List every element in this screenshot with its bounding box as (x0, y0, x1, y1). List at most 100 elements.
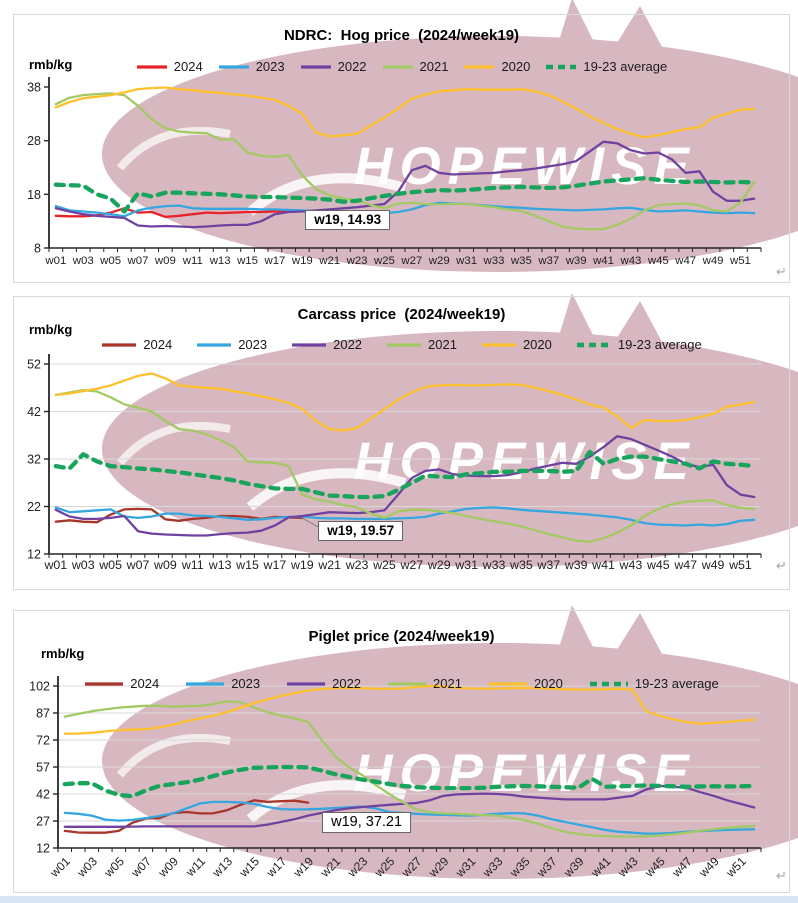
legend-label: 2023 (255, 59, 285, 74)
x-tick-label: w23 (346, 255, 368, 267)
y-tick-label: 102 (29, 680, 50, 694)
x-tick-label: w37 (533, 854, 559, 880)
x-tick-label: w17 (263, 854, 289, 880)
x-tick-label: w25 (373, 255, 395, 267)
y-tick-label: 18 (27, 188, 41, 202)
y-axis-unit-label: rmb/kg (41, 646, 85, 661)
data-callout: w19, 37.21 (322, 811, 412, 833)
watermark-pig: HOPEWISE (102, 293, 798, 567)
x-tick-label: w49 (696, 854, 722, 880)
y-tick-label: 22 (27, 500, 41, 514)
chart-legend: 2024 2023 2022 2021 2020 19-23 average (14, 676, 789, 691)
x-tick-label: w23 (344, 854, 370, 880)
series-line-2020 (63, 684, 756, 735)
x-tick-label: w39 (564, 558, 588, 572)
x-tick-label: w03 (74, 854, 100, 880)
x-tick-label: w25 (372, 558, 396, 572)
x-tick-label: w47 (669, 854, 695, 880)
y-tick-label: 27 (36, 815, 50, 829)
legend-label: 2021 (428, 337, 457, 352)
x-tick-label: w39 (565, 255, 587, 267)
series-line-2024 (63, 799, 310, 834)
y-axis-unit-label: rmb/kg (29, 57, 73, 72)
x-tick-label: w21 (317, 558, 341, 572)
legend-item-2023: 2023 (218, 59, 285, 74)
legend-marker (102, 342, 137, 347)
series-line-19-23-average (62, 764, 757, 799)
legend-marker (136, 64, 167, 69)
x-tick-label: w31 (454, 558, 478, 572)
paragraph-mark-icon: ↵ (776, 264, 787, 279)
legend-marker (287, 681, 326, 686)
hog-plot-svg: 8 18 28 38 w01 w03 w05 w07 w09 w11 w13 w15 w17 w19 w21… (27, 77, 762, 267)
x-tick-label: w31 (455, 255, 477, 267)
legend-item-2021: 2021 (386, 337, 457, 352)
y-tick-label: 12 (36, 842, 50, 856)
legend-label: 2020 (501, 59, 531, 74)
piglet-price-chart: 12 27 42 57 72 87 102 w01 w03 w05 w07 w09 w11 w13 w15 w… (13, 610, 790, 893)
legend-label: 2022 (332, 676, 362, 691)
legend-label: 2021 (419, 59, 449, 74)
legend-label: 2023 (238, 337, 268, 352)
x-tick-label: w25 (371, 854, 397, 880)
x-tick-label: w07 (126, 558, 150, 572)
y-tick-label: 32 (27, 453, 41, 467)
x-tick-label: w51 (728, 558, 752, 572)
legend-marker (197, 342, 232, 347)
x-tick-label: w07 (128, 854, 154, 880)
x-tick-label: w35 (510, 255, 532, 267)
watermark-text: HOPEWISE (354, 744, 696, 803)
x-tick-label: w09 (155, 854, 181, 880)
callout-leader (302, 517, 319, 528)
series-line-2021 (54, 92, 756, 231)
x-tick-label: w45 (642, 854, 668, 880)
data-callout: w19, 19.57 (318, 521, 404, 542)
legend-label: 2024 (143, 337, 173, 352)
legend-marker (186, 681, 225, 686)
x-tick-label: w47 (673, 558, 697, 572)
x-tick-label: w05 (101, 854, 127, 880)
legend-item-2020: 2020 (481, 337, 552, 352)
legend-item-2022: 2022 (300, 59, 367, 74)
series-line-2020 (54, 86, 756, 139)
x-tick-label: w09 (153, 558, 177, 572)
legend-marker (292, 342, 327, 347)
data-callout: w19, 14.93 (305, 209, 391, 230)
x-tick-label: w21 (317, 854, 343, 880)
legend-marker (464, 64, 495, 69)
x-tick-label: w41 (591, 558, 615, 572)
chart-title: Piglet price (2024/week19) (308, 628, 495, 645)
x-tick-label: w41 (587, 854, 613, 880)
series-line-19-23-average (53, 176, 757, 214)
y-tick-label: 87 (36, 707, 50, 721)
legend-label: 2023 (231, 676, 261, 691)
x-tick-label: w29 (425, 854, 451, 880)
x-tick-label: w31 (452, 854, 478, 880)
y-tick-label: 42 (36, 788, 50, 802)
x-tick-label: w21 (318, 255, 340, 267)
legend-marker (589, 681, 628, 686)
x-tick-label: w51 (723, 854, 749, 880)
x-tick-label: w39 (560, 854, 586, 880)
x-tick-label: w03 (72, 255, 94, 267)
legend-label: 2021 (433, 676, 462, 691)
x-tick-label: w05 (99, 255, 121, 267)
series-line-2022 (63, 784, 756, 828)
legend-marker (85, 681, 124, 686)
y-tick-label: 12 (27, 548, 41, 562)
legend-marker (218, 64, 249, 69)
y-tick-label: 52 (27, 358, 41, 372)
y-axis-unit-label: rmb/kg (29, 322, 73, 337)
legend-marker (481, 342, 516, 347)
legend-item-2023: 2023 (196, 337, 267, 352)
chart-legend: 2024 2023 2022 2021 2020 19-23 average (14, 337, 789, 352)
legend-item-2024: 2024 (136, 59, 203, 74)
x-tick-label: w01 (43, 558, 67, 572)
y-tick-label: 72 (36, 734, 50, 748)
x-tick-label: w43 (619, 255, 641, 267)
series-line-19-23-average (53, 449, 757, 500)
x-tick-label: w01 (44, 255, 66, 267)
